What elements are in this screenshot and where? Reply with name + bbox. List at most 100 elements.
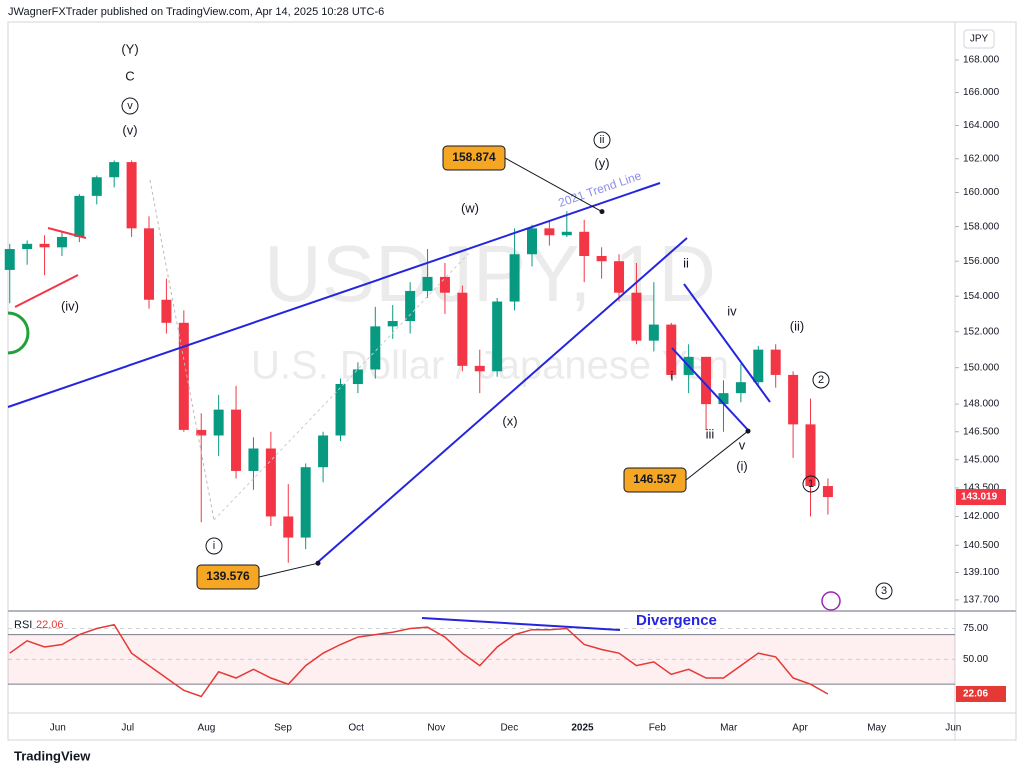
callout-label: 146.537 — [633, 472, 677, 486]
candle-body — [283, 516, 294, 538]
wave-label: ii — [600, 134, 605, 146]
wave-label: (ii) — [790, 318, 804, 333]
x-tick-label: Jul — [121, 723, 134, 734]
wave-circle — [875, 582, 893, 600]
x-tick-label: Sep — [274, 723, 292, 734]
candle-body — [300, 467, 311, 538]
wave-label: (Y) — [121, 41, 138, 56]
candle-body — [822, 486, 833, 498]
y-tick-label: 164.000 — [963, 120, 1000, 131]
x-tick-label: Feb — [649, 723, 667, 734]
candle-body — [735, 382, 746, 394]
x-tick-label: Nov — [427, 723, 445, 734]
y-tick-label: 142.000 — [963, 511, 1000, 522]
callout-label: 139.576 — [206, 569, 250, 583]
callout-dot — [745, 428, 751, 434]
y-tick-label: 168.000 — [963, 55, 1000, 66]
candle-body — [788, 374, 799, 425]
y-tick-label: 166.000 — [963, 87, 1000, 98]
candle-body — [22, 243, 33, 250]
candle-body — [474, 365, 485, 372]
candle-body — [579, 231, 590, 256]
candle-body — [561, 231, 572, 236]
candle-body — [439, 276, 450, 293]
wave-label: 3 — [881, 585, 887, 597]
x-tick-label: Aug — [198, 723, 216, 734]
candle-body — [666, 324, 677, 375]
candle-body — [178, 322, 189, 430]
wave-label: (i) — [736, 458, 748, 473]
x-tick-label: 2025 — [571, 723, 594, 734]
rsi-tick-label: 75.00 — [963, 623, 988, 634]
red-line — [14, 274, 79, 308]
y-tick-label: 158.000 — [963, 221, 1000, 232]
wave-label: v — [739, 437, 746, 452]
wave-label: i — [213, 540, 215, 552]
candle-body — [196, 429, 207, 436]
candle-body — [718, 393, 729, 405]
x-tick-label: Jun — [945, 723, 961, 734]
wave-labels: (Y)Cv(v)(iv)i(w)(x)ii(y)iiiviiiiv(i)(ii)… — [61, 41, 893, 600]
wave-label: (x) — [502, 413, 517, 428]
candle-body — [648, 324, 659, 341]
x-tick-label: Oct — [348, 723, 364, 734]
x-tick-label: Dec — [500, 723, 518, 734]
wave-label: C — [125, 68, 134, 83]
watermark-title: USDJPY, 1D — [264, 229, 716, 318]
callout-line — [504, 157, 603, 213]
callout-dot — [315, 560, 321, 566]
y-tick-label: 156.000 — [963, 256, 1000, 267]
y-tick-label: 154.000 — [963, 291, 1000, 302]
candle-body — [701, 356, 712, 405]
y-tick-label: 137.700 — [963, 595, 1000, 606]
wave-circle — [121, 97, 139, 115]
rsi-line — [9, 623, 829, 698]
y-tick-label: 143.500 — [963, 483, 1000, 494]
price-axis: 168.000 166.000 164.000 162.000 160.000 158.0… — [50, 55, 1006, 734]
callout-label: 158.874 — [452, 150, 496, 164]
candle-body — [596, 255, 607, 262]
x-tick-label: Jun — [50, 723, 66, 734]
candle-body — [457, 292, 468, 366]
callout-box — [196, 564, 260, 590]
y-tick-label: 148.000 — [963, 399, 1000, 410]
candle-body — [631, 292, 642, 341]
candle-body — [318, 435, 329, 468]
candle-body — [509, 254, 520, 302]
candles — [4, 160, 833, 563]
candle-body — [248, 448, 259, 471]
candle-body — [56, 236, 67, 248]
dashed-line — [213, 251, 471, 521]
candle-body — [422, 276, 433, 291]
wedge-line — [683, 283, 771, 403]
wave-circle — [205, 537, 223, 555]
wave-label: 2 — [818, 374, 824, 386]
wave-circle — [593, 131, 611, 149]
alert-icon[interactable] — [821, 591, 841, 611]
divergence-line — [421, 617, 621, 631]
candle-body — [91, 177, 102, 196]
wave-circle — [812, 371, 830, 389]
x-tick-label: May — [867, 723, 886, 734]
candle-body — [126, 162, 137, 229]
callout-box — [623, 467, 687, 493]
last-price-label: 143.019 — [961, 492, 998, 503]
candle-body — [161, 299, 172, 323]
candle-body — [144, 228, 155, 300]
callouts: 158.874 146.537 139.576 — [196, 145, 751, 590]
x-tick-label: Apr — [792, 723, 808, 734]
callout-line — [258, 562, 319, 578]
candle-body — [4, 249, 15, 270]
candle-body — [753, 349, 764, 383]
callout-line — [685, 430, 749, 481]
candle-body — [231, 409, 242, 471]
wave-label: (v) — [122, 122, 137, 137]
candle-body — [492, 301, 503, 372]
y-tick-label: 145.000 — [963, 454, 1000, 465]
candle-body — [74, 195, 85, 237]
wedge-line — [671, 347, 749, 431]
brand: TradingView — [14, 748, 91, 763]
publisher: JWagnerFXTrader published on TradingView… — [8, 6, 384, 18]
wave-label: i — [671, 368, 674, 383]
